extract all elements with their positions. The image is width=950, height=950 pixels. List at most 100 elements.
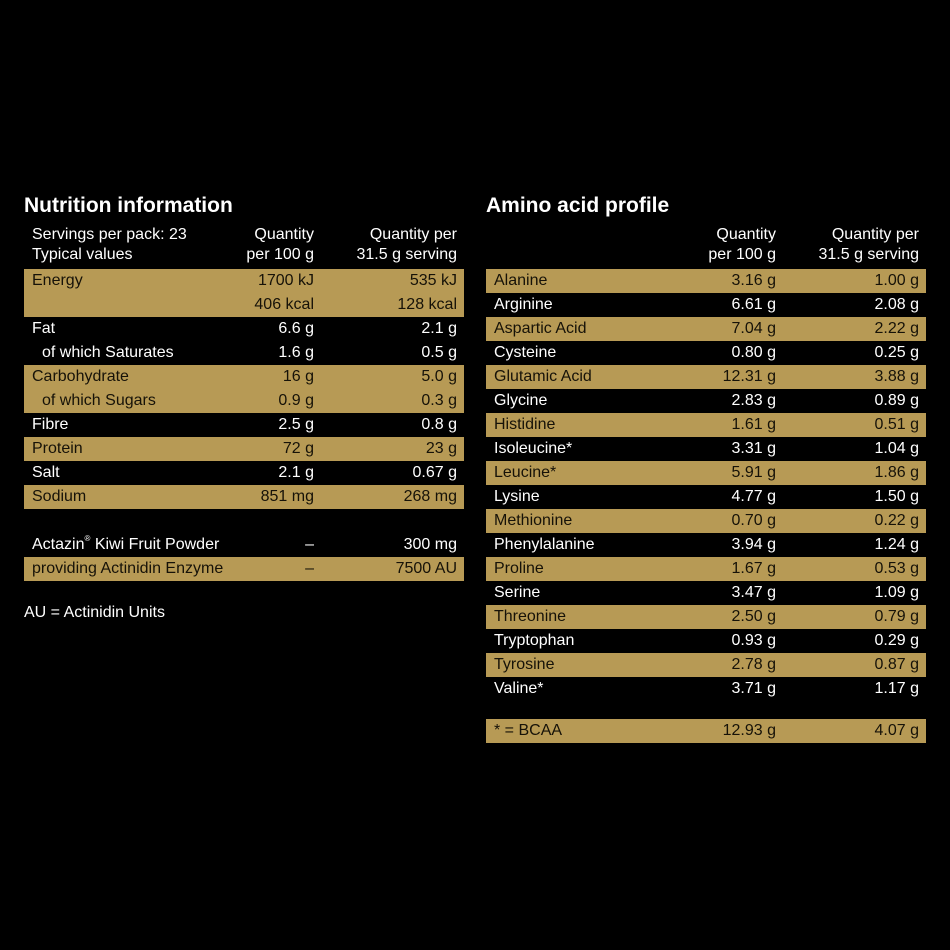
row-serving: 300 mg — [403, 536, 457, 553]
typical-values-text: Typical values — [32, 246, 133, 263]
row-label: Methionine — [494, 512, 573, 529]
bcaa-footer-row: * = BCAA 12.93 g 4.07 g — [486, 719, 926, 743]
amino-row: Leucine* 5.91 g 1.86 g — [486, 461, 926, 485]
nutrition-row-saturates: of which Saturates 1.6 g 0.5 g — [24, 341, 464, 365]
row-label: of which Sugars — [42, 392, 156, 409]
row-label: Fibre — [32, 416, 69, 433]
per100-header-line1: Quantity — [716, 226, 776, 243]
row-label: Energy — [32, 272, 83, 289]
nutrition-panel: Nutrition information Servings per pack:… — [24, 193, 464, 623]
row-per100: – — [305, 560, 314, 577]
amino-row: Histidine 1.61 g 0.51 g — [486, 413, 926, 437]
amino-row: Alanine 3.16 g 1.00 g — [486, 269, 926, 293]
amino-row: Glycine 2.83 g 0.89 g — [486, 389, 926, 413]
per100-header-line2: per 100 g — [708, 246, 776, 263]
row-label: Fat — [32, 320, 56, 337]
row-per100: 1.6 g — [278, 344, 314, 361]
row-per100: 0.9 g — [278, 392, 314, 409]
actazin-name: Actazin — [32, 536, 85, 553]
servings-label: Servings per pack: 23 Typical values — [32, 225, 187, 265]
nutrition-row-fat: Fat 6.6 g 2.1 g — [24, 317, 464, 341]
servings-text: Servings per pack: 23 — [32, 226, 187, 243]
amino-row: Tryptophan 0.93 g 0.29 g — [486, 629, 926, 653]
amino-row: Valine* 3.71 g 1.17 g — [486, 677, 926, 701]
row-label: Serine — [494, 584, 541, 601]
row-per100: 12.31 g — [722, 368, 776, 385]
row-serving: 1.09 g — [874, 584, 919, 601]
row-label: Aspartic Acid — [494, 320, 587, 337]
row-label: Actazin® Kiwi Fruit Powder — [32, 533, 219, 557]
row-label: Tryptophan — [494, 632, 575, 649]
nutrition-row-carbohydrate: Carbohydrate 16 g 5.0 g — [24, 365, 464, 389]
nutrition-row-salt: Salt 2.1 g 0.67 g — [24, 461, 464, 485]
row-label: Arginine — [494, 296, 553, 313]
serving-header-line2: 31.5 g serving — [356, 246, 457, 263]
row-serving: 1.04 g — [874, 440, 919, 457]
serving-header-line2: 31.5 g serving — [818, 246, 919, 263]
amino-row: Serine 3.47 g 1.09 g — [486, 581, 926, 605]
serving-header-line1: Quantity per — [369, 226, 457, 243]
row-label: Salt — [32, 464, 60, 481]
nutrition-row-protein: Protein 72 g 23 g — [24, 437, 464, 461]
nutrition-row-sugars: of which Sugars 0.9 g 0.3 g — [24, 389, 464, 413]
nutrition-row-actazin: Actazin® Kiwi Fruit Powder – 300 mg — [24, 533, 464, 557]
row-serving: 0.22 g — [874, 512, 919, 529]
per100-header-line2: per 100 g — [246, 246, 314, 263]
amino-header: Quantity per 100 g Quantity per 31.5 g ser… — [486, 225, 926, 269]
row-serving: 2.1 g — [421, 320, 457, 337]
row-serving: 128 kcal — [397, 296, 457, 313]
row-per100: 851 mg — [260, 488, 314, 505]
row-label: Tyrosine — [494, 656, 555, 673]
row-per100: 3.94 g — [731, 536, 776, 553]
row-label: Lysine — [494, 488, 540, 505]
row-per100: – — [305, 536, 314, 553]
amino-row: Phenylalanine 3.94 g 1.24 g — [486, 533, 926, 557]
amino-row: Tyrosine 2.78 g 0.87 g — [486, 653, 926, 677]
row-per100: 3.47 g — [731, 584, 776, 601]
amino-row: Proline 1.67 g 0.53 g — [486, 557, 926, 581]
row-per100: 3.31 g — [731, 440, 776, 457]
row-serving: 0.79 g — [874, 608, 919, 625]
row-per100: 2.5 g — [278, 416, 314, 433]
row-label: Glycine — [494, 392, 548, 409]
amino-table: Alanine 3.16 g 1.00 g Arginine 6.61 g 2.08 g… — [486, 269, 926, 701]
amino-row: Lysine 4.77 g 1.50 g — [486, 485, 926, 509]
row-per100: 4.77 g — [731, 488, 776, 505]
per100-header: Quantity per 100 g — [708, 225, 776, 265]
row-serving: 0.3 g — [421, 392, 457, 409]
row-serving: 1.50 g — [874, 488, 919, 505]
amino-row: Isoleucine* 3.31 g 1.04 g — [486, 437, 926, 461]
amino-row: Methionine 0.70 g 0.22 g — [486, 509, 926, 533]
row-per100: 406 kcal — [254, 296, 314, 313]
row-serving: 535 kJ — [409, 272, 457, 289]
nutrition-title: Nutrition information — [24, 194, 233, 217]
row-serving: 0.67 g — [412, 464, 457, 481]
row-per100: 7.04 g — [731, 320, 776, 337]
row-serving: 5.0 g — [421, 368, 457, 385]
per100-header: Quantity per 100 g — [246, 225, 314, 265]
row-label: Alanine — [494, 272, 548, 289]
row-serving: 1.24 g — [874, 536, 919, 553]
row-per100: 6.61 g — [731, 296, 776, 313]
row-per100: 3.16 g — [731, 272, 776, 289]
row-serving: 4.07 g — [874, 722, 919, 739]
row-serving: 0.29 g — [874, 632, 919, 649]
row-label: Sodium — [32, 488, 87, 505]
row-serving: 2.08 g — [874, 296, 919, 313]
row-per100: 1.61 g — [731, 416, 776, 433]
row-label: Phenylalanine — [494, 536, 595, 553]
row-per100: 2.50 g — [731, 608, 776, 625]
row-serving: 2.22 g — [874, 320, 919, 337]
serving-header: Quantity per 31.5 g serving — [356, 225, 457, 265]
nutrition-row-energy-kcal: 406 kcal 128 kcal — [24, 293, 464, 317]
row-per100: 1.67 g — [731, 560, 776, 577]
row-label: Histidine — [494, 416, 556, 433]
serving-header-line1: Quantity per — [831, 226, 919, 243]
row-per100: 1700 kJ — [257, 272, 314, 289]
row-serving: 1.17 g — [874, 680, 919, 697]
serving-header: Quantity per 31.5 g serving — [818, 225, 919, 265]
amino-row: Glutamic Acid 12.31 g 3.88 g — [486, 365, 926, 389]
row-serving: 268 mg — [403, 488, 457, 505]
row-per100: 2.1 g — [278, 464, 314, 481]
row-serving: 0.53 g — [874, 560, 919, 577]
